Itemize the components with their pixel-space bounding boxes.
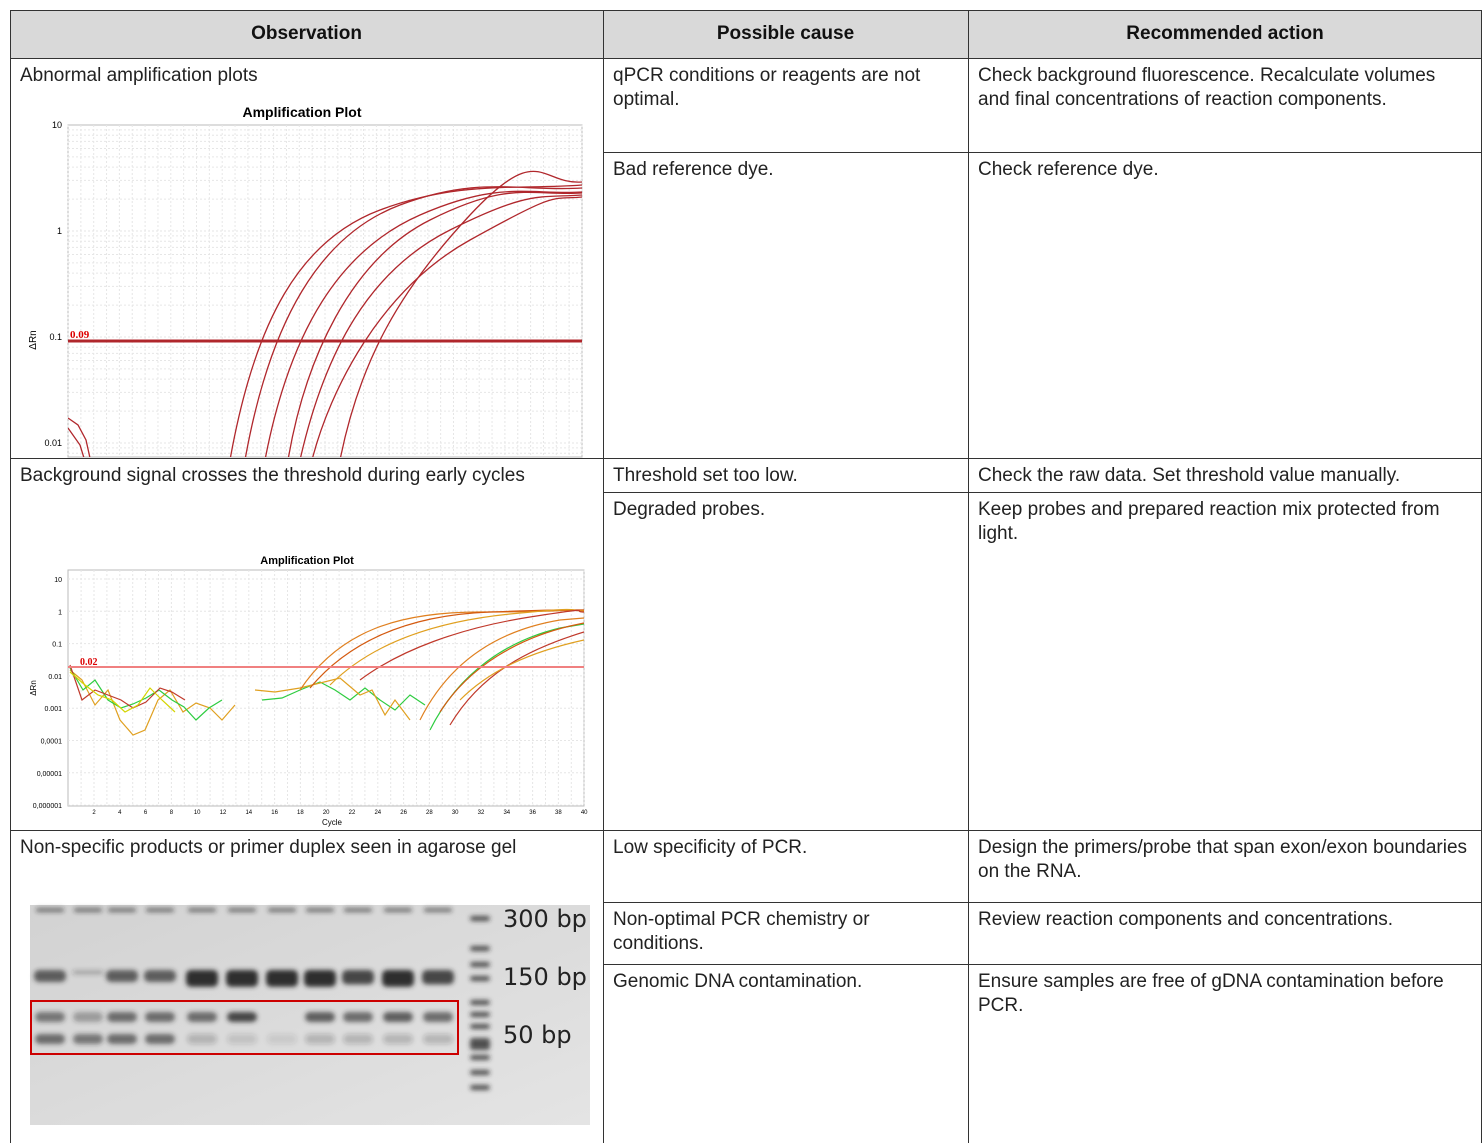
band: [36, 908, 64, 912]
band: [423, 1034, 453, 1044]
x-tick-label: 12: [220, 810, 227, 816]
ladder-band: [470, 1038, 490, 1050]
band: [423, 1012, 453, 1022]
x-tick-label: 34: [503, 810, 510, 816]
y-label: ΔRn: [28, 330, 39, 349]
x-tick-label: 32: [478, 810, 485, 816]
band: [384, 908, 412, 912]
x-tick-label: 14: [245, 810, 252, 816]
x-tick-label: 24: [374, 810, 381, 816]
ladder-band: [470, 1070, 490, 1075]
band: [146, 908, 174, 912]
ladder-label: 150 bp: [503, 963, 587, 991]
band: [35, 1034, 65, 1044]
ladder-band: [470, 1012, 490, 1017]
band: [306, 908, 334, 912]
band: [188, 908, 216, 912]
y-label: ΔRn: [29, 680, 38, 696]
x-tick-label: 2: [92, 810, 96, 816]
x-tick-label: 28: [426, 810, 433, 816]
y-tick-label: 0,0001: [41, 739, 63, 746]
band: [383, 1034, 413, 1044]
band: [187, 1034, 217, 1044]
x-tick-label: 6: [144, 810, 148, 816]
band: [187, 1012, 217, 1022]
x-tick-label: 20: [323, 810, 330, 816]
band: [383, 1012, 413, 1022]
band: [343, 1012, 373, 1022]
band: [343, 1034, 373, 1044]
y-tick-label: 0.1: [49, 332, 62, 342]
threshold-label: 0.02: [80, 657, 98, 668]
page: Observation Possible cause Recommended a…: [0, 0, 1482, 1143]
plot-title: Amplification Plot: [260, 555, 354, 567]
band: [266, 970, 298, 987]
band: [73, 1034, 103, 1044]
band: [72, 970, 104, 975]
plot-title: Amplification Plot: [243, 104, 362, 120]
band: [74, 908, 102, 912]
ladder-band: [470, 946, 490, 951]
ladder-label: 300 bp: [503, 905, 587, 933]
band: [73, 1012, 103, 1022]
ladder-label: 50 bp: [503, 1021, 572, 1049]
band: [107, 1034, 137, 1044]
y-tick-label: 1: [57, 226, 62, 236]
ladder-band: [470, 976, 490, 981]
band: [305, 1012, 335, 1022]
x-tick-label: 10: [194, 810, 201, 816]
band: [35, 1012, 65, 1022]
band: [227, 1012, 257, 1022]
x-tick-label: 18: [297, 810, 304, 816]
x-tick-label: 22: [349, 810, 356, 816]
ladder-band: [470, 916, 490, 921]
band: [382, 970, 414, 987]
band: [108, 908, 136, 912]
y-tick-label: 0.01: [44, 438, 62, 448]
band: [228, 908, 256, 912]
band: [342, 970, 374, 984]
band: [268, 908, 296, 912]
band: [106, 970, 138, 982]
y-tick-label: 1: [58, 609, 62, 616]
band: [144, 970, 176, 982]
band: [227, 1034, 257, 1044]
y-tick-label: 0.1: [52, 642, 62, 649]
band: [424, 908, 452, 912]
band: [305, 1034, 335, 1044]
x-tick-label: 26: [400, 810, 407, 816]
x-tick-label: 8: [170, 810, 174, 816]
x-tick-label: 16: [271, 810, 278, 816]
x-tick-label: 38: [555, 810, 562, 816]
band: [226, 970, 258, 987]
band: [145, 1034, 175, 1044]
y-tick-label: 0.01: [48, 674, 62, 681]
band: [145, 1012, 175, 1022]
band: [186, 970, 218, 987]
band: [267, 1034, 297, 1044]
band: [422, 970, 454, 984]
ladder-band: [470, 962, 490, 967]
ladder-band: [470, 1055, 490, 1060]
band: [107, 1012, 137, 1022]
ladder-band: [470, 1085, 490, 1090]
band: [344, 908, 372, 912]
figures: 0.09 Amplification Plot ΔRn 10 1 0.1 0.01 0…: [0, 0, 1482, 1143]
x-tick-label: 4: [118, 810, 122, 816]
band: [304, 970, 336, 987]
y-tick-label: 10: [52, 120, 62, 130]
y-tick-label: 0,00001: [37, 771, 62, 778]
y-tick-label: 0,000001: [33, 803, 62, 810]
x-tick-label: 40: [581, 810, 588, 816]
band: [34, 970, 66, 982]
x-tick-label: 30: [452, 810, 459, 816]
threshold-label: 0.09: [70, 329, 90, 341]
y-tick-label: 10: [54, 577, 62, 584]
x-tick-label: 36: [529, 810, 536, 816]
x-label: Cycle: [322, 818, 343, 827]
ladder-band: [470, 1000, 490, 1005]
y-tick-label: 0.001: [44, 706, 62, 713]
ladder-band: [470, 1024, 490, 1029]
